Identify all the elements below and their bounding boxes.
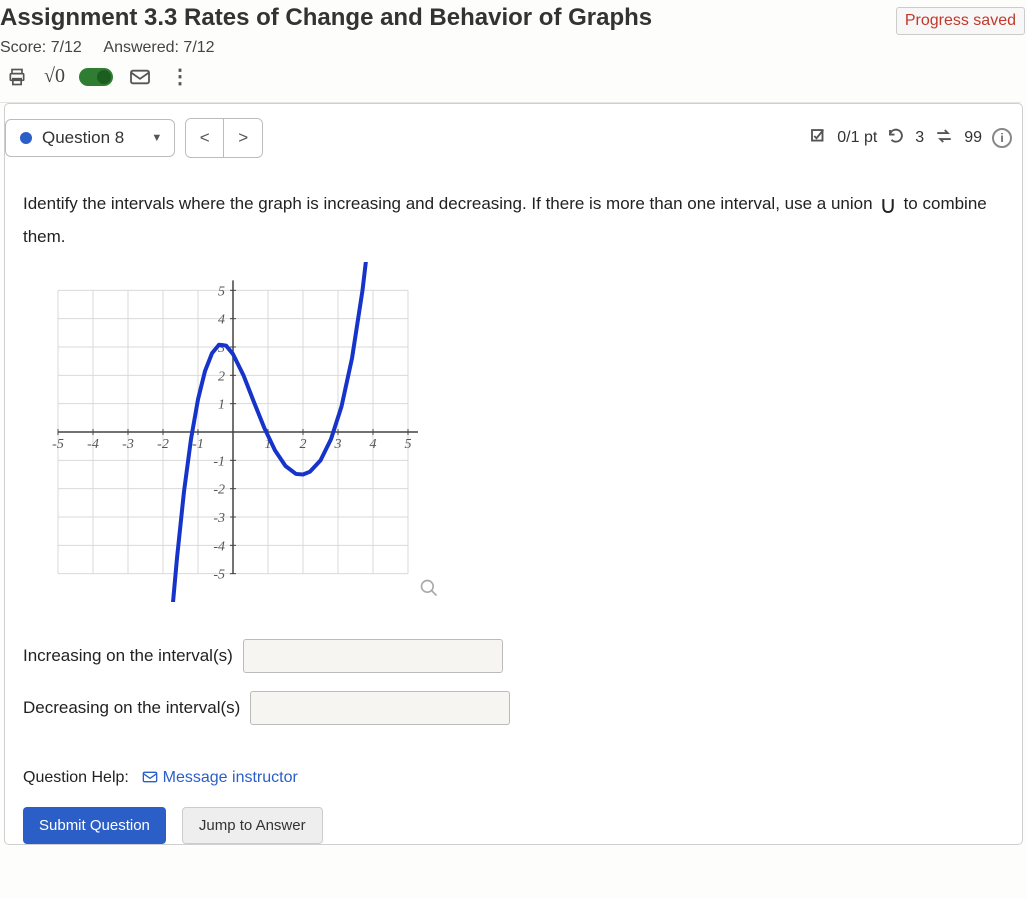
- prev-question-button[interactable]: <: [186, 119, 224, 157]
- question-prompt: Identify the intervals where the graph i…: [5, 172, 1022, 258]
- decreasing-input[interactable]: [250, 691, 510, 725]
- svg-text:-1: -1: [213, 454, 225, 469]
- print-icon[interactable]: [4, 66, 30, 88]
- mail-icon: [142, 770, 158, 784]
- retry-icon: [887, 127, 905, 150]
- increasing-input[interactable]: [243, 639, 503, 673]
- tries-label: 99: [964, 129, 982, 147]
- assignment-title: Assignment 3.3 Rates of Change and Behav…: [0, 4, 652, 32]
- message-instructor-link[interactable]: Message instructor: [163, 769, 298, 786]
- svg-text:-2: -2: [157, 437, 169, 452]
- svg-text:-2: -2: [213, 482, 225, 497]
- svg-text:3: 3: [334, 437, 342, 452]
- swap-icon: [934, 127, 954, 150]
- svg-text:-1: -1: [192, 437, 204, 452]
- svg-text:-4: -4: [87, 437, 99, 452]
- question-nav: < >: [185, 118, 263, 158]
- next-question-button[interactable]: >: [224, 119, 262, 157]
- increasing-label: Increasing on the interval(s): [23, 646, 233, 666]
- progress-saved-badge: Progress saved: [896, 7, 1025, 35]
- svg-text:-3: -3: [122, 437, 134, 452]
- jump-button[interactable]: Jump to Answer: [182, 807, 323, 844]
- decreasing-label: Decreasing on the interval(s): [23, 698, 240, 718]
- svg-text:4: 4: [218, 312, 225, 327]
- info-icon[interactable]: i: [992, 128, 1012, 148]
- svg-text:2: 2: [300, 437, 307, 452]
- mail-icon[interactable]: [127, 66, 153, 88]
- svg-text:5: 5: [218, 284, 225, 299]
- question-select[interactable]: Question 8 ▼: [5, 119, 175, 157]
- points-label: 0/1 pt: [837, 129, 877, 147]
- math-format-toggle[interactable]: [79, 68, 113, 86]
- chevron-down-icon: ▼: [151, 132, 162, 144]
- status-dot: [20, 132, 32, 144]
- answered-label: Answered: 7/12: [103, 39, 214, 56]
- help-label: Question Help:: [23, 769, 129, 786]
- svg-text:2: 2: [218, 369, 225, 384]
- zoom-icon[interactable]: [419, 578, 439, 603]
- math-format-icon[interactable]: √0: [44, 65, 65, 88]
- svg-text:-3: -3: [213, 511, 225, 526]
- score-label: Score: 7/12: [0, 39, 82, 56]
- check-icon: [809, 127, 827, 150]
- attempts-label: 3: [915, 129, 924, 147]
- svg-text:4: 4: [370, 437, 377, 452]
- svg-text:-4: -4: [213, 539, 225, 554]
- submit-button[interactable]: Submit Question: [23, 807, 166, 844]
- svg-text:5: 5: [405, 437, 412, 452]
- svg-text:-5: -5: [52, 437, 64, 452]
- question-label: Question 8: [42, 128, 124, 148]
- svg-text:1: 1: [218, 397, 225, 412]
- graph-area: -5-4-3-2-112345-5-4-3-2-112345: [5, 258, 465, 615]
- more-icon[interactable]: ⋮: [167, 66, 193, 88]
- svg-text:-5: -5: [213, 567, 225, 582]
